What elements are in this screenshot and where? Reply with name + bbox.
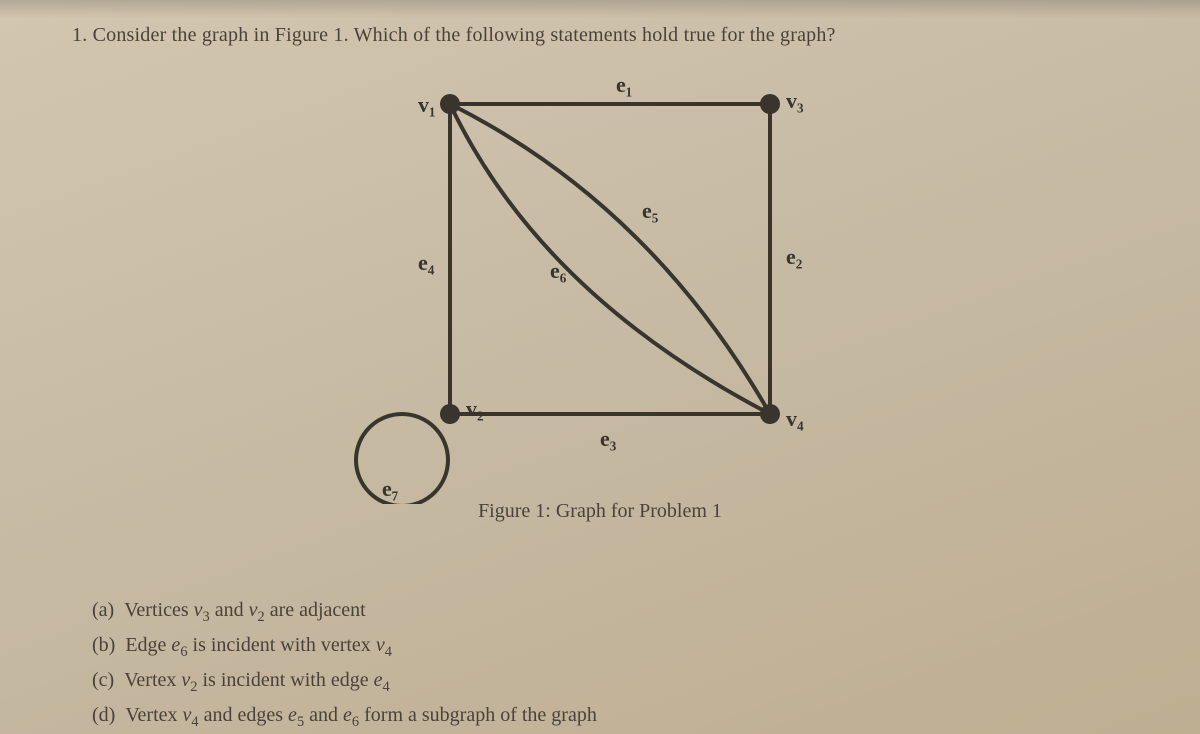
figure-caption: Figure 1: Graph for Problem 1 xyxy=(0,500,1200,523)
page-top-shadow xyxy=(0,0,1200,18)
node-v2 xyxy=(440,404,460,424)
question-text: 1. Consider the graph in Figure 1. Which… xyxy=(72,24,836,47)
edge-e6 xyxy=(450,104,770,414)
edge-label-e2: e₂ xyxy=(786,244,803,269)
option-c: (c) Vertex v2 is incident with edge e4 xyxy=(92,664,597,699)
edge-e5 xyxy=(450,104,770,414)
edge-label-e7: e₇ xyxy=(382,476,399,501)
edge-label-e6: e₆ xyxy=(550,258,567,283)
node-label-v3: v₃ xyxy=(786,88,804,113)
option-d: (d) Vertex v4 and edges e5 and e6 form a… xyxy=(92,699,597,734)
page: 1. Consider the graph in Figure 1. Which… xyxy=(0,0,1200,734)
node-v3 xyxy=(760,94,780,114)
question-body: Consider the graph in Figure 1. Which of… xyxy=(93,24,836,46)
option-b: (b) Edge e6 is incident with vertex v4 xyxy=(92,629,597,664)
node-label-v4: v₄ xyxy=(786,406,804,431)
question-number: 1. xyxy=(72,24,87,46)
node-label-v1: v₁ xyxy=(418,92,436,117)
edge-e7 xyxy=(356,414,448,504)
edge-label-e3: e₃ xyxy=(600,426,617,451)
edge-label-e1: e₁ xyxy=(616,72,632,97)
edge-label-e4: e₄ xyxy=(418,250,435,275)
figure: e₁ e₂ e₃ e₄ e₅ e₆ e₇ v₁ v₃ v₂ v₄ xyxy=(340,64,860,534)
options-list: (a) Vertices v3 and v2 are adjacent(b) E… xyxy=(92,594,597,734)
graph-svg: e₁ e₂ e₃ e₄ e₅ e₆ e₇ v₁ v₃ v₂ v₄ xyxy=(340,64,860,504)
edge-label-e5: e₅ xyxy=(642,198,659,223)
node-v4 xyxy=(760,404,780,424)
node-v1 xyxy=(440,94,460,114)
node-label-v2: v₂ xyxy=(466,396,484,421)
option-a: (a) Vertices v3 and v2 are adjacent xyxy=(92,594,597,629)
